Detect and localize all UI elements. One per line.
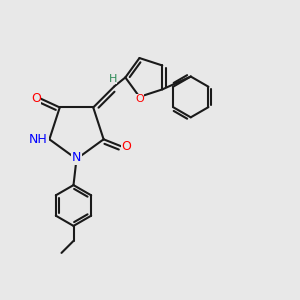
Text: O: O: [31, 92, 41, 105]
Text: N: N: [72, 151, 81, 164]
Text: O: O: [122, 140, 131, 153]
Text: NH: NH: [29, 133, 48, 146]
Text: H: H: [109, 74, 117, 84]
Text: O: O: [135, 94, 144, 104]
